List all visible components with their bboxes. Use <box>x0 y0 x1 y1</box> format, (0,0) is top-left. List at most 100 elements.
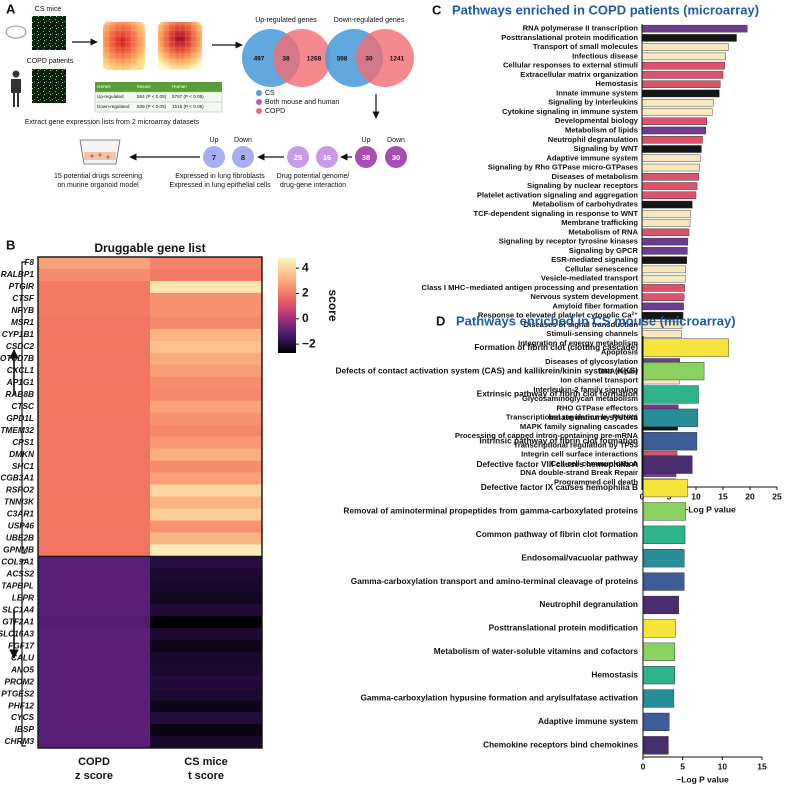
microarray <box>32 16 66 50</box>
bar <box>641 256 688 264</box>
category-label: Signaling by nuclear receptors <box>527 181 638 190</box>
heatmap-border <box>37 256 263 749</box>
category-label: Hemostasis <box>591 669 638 679</box>
heatmap-cell <box>38 376 151 390</box>
heatmap-cell <box>150 712 263 725</box>
count: 38 <box>362 153 370 162</box>
heatmap-cell <box>150 316 263 330</box>
bar <box>642 572 685 591</box>
category-label: Integration of energy metabolism <box>518 338 638 347</box>
bar <box>641 154 701 162</box>
count: 30 <box>392 153 400 162</box>
venn-title: Down-regulated genes <box>334 17 405 24</box>
category-label: Signaling by interleukins <box>548 98 638 107</box>
x-tick-label: 25 <box>772 491 782 501</box>
category-label: Extrinsic pathway of fibrin clot formati… <box>477 389 638 399</box>
row-label: TNNI3K <box>4 497 35 507</box>
x-tick-label: 0 <box>640 491 645 501</box>
heatmap-grid <box>103 22 145 70</box>
category-label: Stimuli-sensing channels <box>546 329 638 338</box>
heatmap-cell <box>150 496 263 509</box>
bar <box>642 549 685 568</box>
category-label: Metabolism of water-soluble vitamins and… <box>434 646 639 656</box>
heatmap-cell <box>150 412 263 425</box>
heatmap-cell <box>150 472 263 485</box>
heatmap-cell <box>38 604 151 617</box>
heatmap-cell <box>38 664 151 677</box>
heatmap-cell <box>38 508 151 521</box>
bar <box>642 642 675 661</box>
category-label: Formation of fibrin clot (clotting casca… <box>474 342 638 352</box>
table-header: Genes <box>97 84 111 89</box>
category-label: Neutrophil degranulation <box>548 135 639 144</box>
category-label: Vesicle-mediated transport <box>541 274 639 283</box>
heatmap-cell <box>38 472 151 485</box>
row-label: PTGIR <box>9 281 34 291</box>
bar <box>641 52 726 61</box>
label: Down <box>234 137 252 144</box>
category-label: TCF-dependent signaling in response to W… <box>473 209 638 218</box>
bar <box>642 525 686 544</box>
legend-swatch <box>256 108 262 114</box>
heatmap-cell <box>38 592 151 605</box>
heatmap-cell <box>150 400 263 413</box>
row-label: CXCL1 <box>7 365 35 375</box>
heatmap-cell <box>150 328 263 342</box>
category-label: Neutrophil degranulation <box>539 599 638 609</box>
heatmap-cell <box>38 580 151 593</box>
heatmap-cell <box>38 340 151 354</box>
category-label: Signaling by receptor tyrosine kinases <box>499 237 638 246</box>
count: 25 <box>294 153 302 162</box>
venn-count: 497 <box>254 56 265 63</box>
label: Up <box>210 137 219 144</box>
bar <box>642 595 679 615</box>
bar <box>641 98 714 107</box>
heatmap-cell <box>150 652 263 665</box>
heatmap-cell <box>150 640 263 653</box>
category-label: Metabolism of carbohydrates <box>533 200 639 209</box>
bar <box>642 619 676 638</box>
label: Up <box>362 137 371 144</box>
venn-title: Up-regulated genes <box>255 17 317 24</box>
row-label: SLC1A4 <box>2 604 34 614</box>
heatmap-cell <box>38 280 151 294</box>
category-label: RHO GTPase effectors <box>557 403 638 412</box>
colorbar-tick-label: 4 <box>302 260 309 274</box>
category-label: Developmental biology <box>555 116 639 125</box>
row-label: SLC16A3 <box>0 628 34 638</box>
venn-count: 38 <box>282 56 290 63</box>
category-label: ESR-mediated signaling <box>551 255 638 264</box>
heatmap-cell <box>150 664 263 677</box>
bar <box>641 173 699 181</box>
venn-count: 598 <box>337 56 348 63</box>
category-label: Glycosaminoglycan metabolism <box>522 394 638 403</box>
heatmap-cell <box>150 568 263 581</box>
x-tick-label: 20 <box>745 491 755 501</box>
heatmap-cell <box>150 700 263 713</box>
row-label: CSDC2 <box>6 341 35 351</box>
heatmap-cell <box>38 652 151 665</box>
step-label: 15 potential drugs screening <box>54 173 142 180</box>
heatmap-cell <box>38 568 151 581</box>
heatmap-cell <box>38 352 151 366</box>
count: 16 <box>323 153 331 162</box>
venn-count: 30 <box>365 56 373 63</box>
bar <box>641 136 703 144</box>
x-axis-label: −Log P value <box>676 774 729 784</box>
bar <box>641 237 689 246</box>
count-circle <box>287 146 309 168</box>
bar <box>641 34 737 42</box>
heatmap-cell <box>150 484 263 497</box>
column-label: CS mice <box>184 756 227 768</box>
heatmap-cell <box>38 724 151 737</box>
category-label: Transcriptional regulation by RUNX1 <box>506 413 639 422</box>
heatmap-cell <box>150 388 263 402</box>
bar <box>642 338 729 357</box>
category-label: DNA repair <box>599 366 638 375</box>
heatmap-cell <box>150 460 263 473</box>
microarray <box>32 69 66 103</box>
heatmap-cell <box>150 352 263 366</box>
gene-table: Genes Mouse Human Up-regulated 554 (P < … <box>94 82 223 113</box>
heatmap-cell <box>38 484 151 497</box>
